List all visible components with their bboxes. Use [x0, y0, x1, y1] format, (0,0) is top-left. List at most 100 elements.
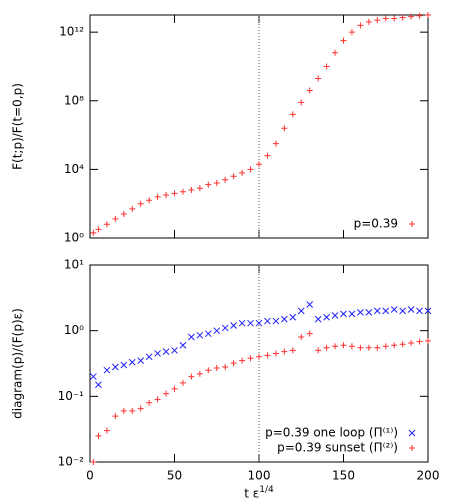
- data-point: [95, 381, 102, 389]
- data-point: [365, 18, 372, 25]
- data-point: [373, 307, 381, 315]
- y-tick-label: 10⁰: [64, 231, 84, 245]
- data-point: [188, 186, 195, 193]
- data-point: [222, 176, 229, 183]
- data-point: [247, 319, 254, 327]
- data-point: [255, 319, 263, 327]
- data-point: [297, 307, 305, 315]
- data-point: [357, 344, 364, 351]
- data-point: [205, 367, 212, 374]
- data-point: [332, 343, 339, 350]
- data-point: [222, 363, 229, 370]
- y-tick-label: 10¹²: [59, 25, 84, 39]
- data-point: [111, 363, 119, 371]
- data-point: [425, 337, 431, 344]
- data-point: [289, 347, 296, 354]
- y-tick-label: 10⁴: [64, 162, 84, 176]
- data-point: [416, 307, 423, 315]
- data-point: [188, 333, 195, 341]
- data-point: [221, 324, 229, 332]
- data-point: [314, 315, 322, 323]
- data-point: [95, 432, 102, 439]
- data-point: [298, 334, 305, 341]
- data-point: [391, 15, 398, 22]
- data-point: [407, 306, 415, 313]
- data-point: [213, 327, 221, 335]
- data-point: [365, 309, 373, 316]
- data-point: [90, 373, 97, 380]
- data-point: [332, 49, 339, 56]
- legend-marker: [408, 429, 416, 437]
- data-point: [129, 407, 136, 414]
- data-point: [230, 322, 238, 329]
- data-point: [90, 229, 97, 236]
- data-point: [145, 353, 153, 361]
- data-point: [365, 344, 372, 351]
- x-tick-label: 150: [332, 469, 355, 483]
- data-point: [281, 125, 288, 132]
- data-point: [196, 370, 203, 377]
- data-point: [323, 313, 330, 321]
- data-point: [179, 379, 186, 386]
- legend-label: p=0.39: [354, 217, 398, 231]
- data-point: [323, 63, 330, 70]
- y-tick-label: 10¹: [64, 258, 84, 272]
- x-tick-label: 100: [248, 469, 271, 483]
- data-point: [280, 315, 288, 323]
- data-point: [162, 348, 170, 355]
- data-point: [289, 111, 296, 118]
- data-point: [264, 317, 271, 325]
- data-point: [120, 361, 128, 369]
- data-point: [306, 301, 314, 308]
- data-point: [239, 357, 246, 364]
- legend-marker: [409, 445, 415, 451]
- data-point: [238, 319, 246, 327]
- data-point: [154, 350, 161, 357]
- data-point: [196, 331, 204, 339]
- data-point: [348, 29, 355, 36]
- data-point: [146, 399, 153, 406]
- data-point: [272, 140, 279, 147]
- data-point: [137, 405, 144, 412]
- data-point: [416, 338, 423, 345]
- data-point: [382, 343, 389, 350]
- data-point: [163, 192, 170, 199]
- data-point: [424, 307, 432, 315]
- data-point: [137, 357, 145, 364]
- data-point: [163, 390, 170, 397]
- data-point: [95, 226, 102, 233]
- data-point: [112, 215, 119, 222]
- data-point: [374, 344, 381, 351]
- data-point: [129, 205, 136, 212]
- legend-marker: [409, 221, 415, 227]
- y-axis-label: diagram(p)/(F(p)ε): [11, 308, 25, 419]
- data-point: [188, 373, 195, 380]
- data-point: [315, 347, 322, 354]
- data-point: [230, 360, 237, 367]
- data-point: [179, 341, 187, 349]
- data-point: [264, 152, 271, 159]
- data-point: [120, 407, 127, 414]
- data-point: [399, 307, 407, 315]
- data-point: [340, 310, 347, 318]
- data-point: [272, 317, 280, 325]
- data-point: [348, 343, 355, 350]
- data-point: [357, 22, 364, 29]
- data-point: [213, 180, 220, 187]
- data-point: [256, 161, 262, 168]
- y-tick-label: 10⁻²: [58, 455, 85, 469]
- legend-label: p=0.39 one loop (Π⁽¹⁾): [265, 426, 398, 440]
- y-tick-label: 10⁸: [64, 93, 84, 107]
- data-point: [399, 14, 406, 21]
- data-point: [272, 350, 279, 357]
- data-point: [128, 358, 136, 366]
- data-point: [213, 365, 220, 372]
- x-tick-label: 0: [86, 469, 94, 483]
- data-point: [416, 12, 423, 19]
- y-tick-label: 10⁻¹: [58, 389, 85, 403]
- data-point: [103, 221, 110, 228]
- x-tick-label: 50: [167, 469, 182, 483]
- data-point: [357, 309, 364, 316]
- data-point: [264, 352, 271, 359]
- y-axis-label: F(t;p)/F(t=0,p): [11, 83, 25, 170]
